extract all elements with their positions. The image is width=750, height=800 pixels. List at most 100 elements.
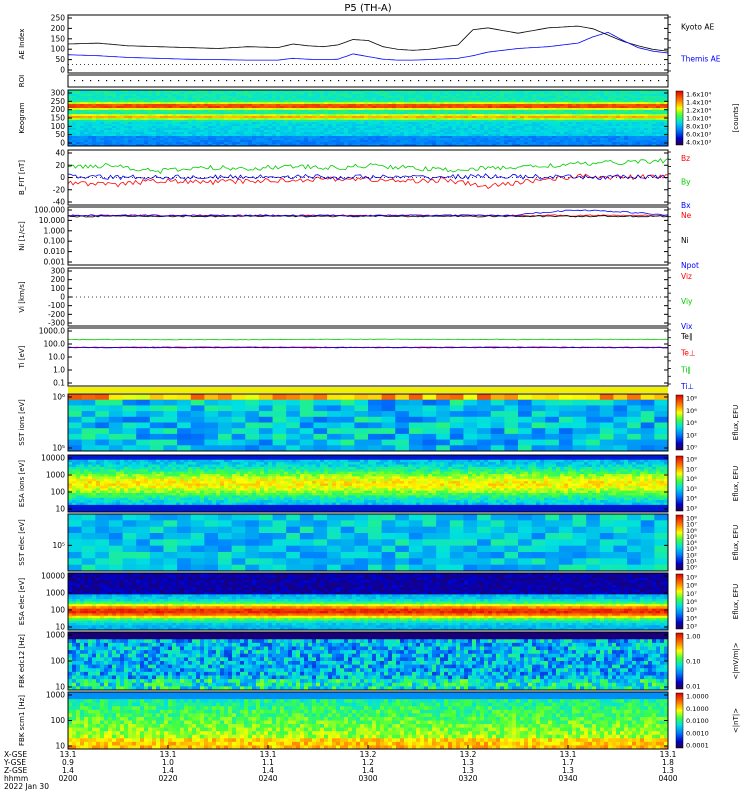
roi-marker [634,80,636,82]
roi-marker [122,80,124,82]
roi-ylabel: ROI [18,75,26,87]
x-tick-label-6-3: 0400 [658,774,677,783]
esa_elec-colorbar-tick: 10⁷ [686,590,697,598]
esa_ion-panel-frame [67,454,669,513]
x-tick-label-4-3: 0320 [458,774,477,783]
roi-marker [250,80,252,82]
roi-marker [306,80,308,82]
sst_ion-spectrogram [68,394,669,452]
roi-marker [434,80,436,82]
density-series-2-line [67,209,669,217]
keogram-colorbar-tick: 8.0x10³ [686,123,711,131]
esa_ion-ytick-label: 1000 [46,471,65,480]
roi-marker [490,80,492,82]
keogram-colorbar-tick: 1.4x10⁴ [686,99,711,107]
roi-marker [506,80,508,82]
x-tick-label-4-1: 1.3 [462,758,474,767]
x-row-label-1: Y-GSE [3,758,26,767]
temperature-legend-1: Te⊥ [680,349,695,358]
fbk_e-colorbar-label: <|mV/m|> [732,642,740,679]
sst-ion-top-band [68,387,668,393]
x-tick-label-3-1: 1.2 [362,758,374,767]
x-row-label-2: Z-GSE [4,766,28,775]
esa_ion-ytick-label: 100 [51,488,66,497]
x-row-label-0: X-GSE [4,750,27,759]
x-tick-label-0-1: 0.9 [62,758,74,767]
temperature-ytick-label: 100.0 [44,340,66,349]
sst_elec-colorbar-label: Eflux, EFU [732,525,740,560]
x-tick-label-6-2: 1.3 [662,766,674,775]
x-tick-label-5-2: 1.3 [562,766,574,775]
roi-marker [474,80,476,82]
roi-marker [386,80,388,82]
sst_ion-ylabel: SST ions [eV] [18,399,26,446]
velocity-ytick-label: -100 [48,301,65,310]
bfield-ylabel: B_FIT [nT] [18,160,26,195]
ae-legend-0: Kyoto AE [681,23,714,32]
temperature-ytick-label: 10.0 [48,353,65,362]
velocity-ylabel: Vi [km/s] [18,281,26,312]
x-tick-label-2-0: 13.1 [260,750,277,759]
sst_elec-colorbar-tick: 10⁷ [686,521,697,529]
esa_ion-colorbar-tick: 10³ [686,505,697,513]
x-tick-label-1-2: 1.4 [162,766,174,775]
fbk_e-colorbar-tick: 0.10 [686,658,700,666]
keogram-colorbar-tick: 1.6x10⁴ [686,91,711,99]
keogram-colorbar [675,90,684,146]
sst_elec-ytick-label: 10⁵ [52,541,65,550]
keogram-colorbar-tick: 1.2x10⁴ [686,107,711,115]
sst_ion-colorbar [675,394,684,451]
roi-marker [202,80,204,82]
bfield-ytick-label: 20 [55,161,65,170]
esa_ion-spectrogram [68,455,669,513]
bfield-ytick-label: 0 [60,173,65,182]
roi-marker [106,80,108,82]
roi-marker [170,80,172,82]
density-legend-1: Ni [681,236,689,245]
esa_elec-colorbar-tick: 10⁹ [686,574,697,582]
velocity-ytick-label: 0 [60,293,65,302]
roi-marker [602,80,604,82]
roi-marker [322,80,324,82]
ae-ytick-label: 0 [60,66,65,75]
fbk_e-colorbar-tick: 0.01 [686,683,700,691]
ae-ytick-label: 100 [51,45,66,54]
roi-marker [282,80,284,82]
esa_ion-ylabel: ESA ions [eV] [18,460,26,507]
x-date-label: 2022 Jan 30 [4,782,49,791]
roi-marker [394,80,396,82]
keogram-colorbar-tick: 6.0x10³ [686,131,711,139]
density-legend-0: Ne [681,211,692,220]
bfield-legend-2: Bx [681,201,691,210]
temperature-series-3-line [67,346,669,349]
temperature-ytick-label: 0.1 [53,379,65,388]
roi-marker [658,80,660,82]
roi-marker [458,80,460,82]
x-tick-label-0-2: 1.4 [62,766,74,775]
esa_elec-panel-frame [67,572,669,631]
fbk_e-colorbar-tick: 1.00 [686,633,700,641]
roi-marker [522,80,524,82]
roi-marker [650,80,652,82]
density-ytick-label: 100.000 [34,206,65,215]
roi-panel-bg [68,75,668,87]
roi-marker [274,80,276,82]
keogram-ytick-label: 50 [55,130,65,139]
esa_elec-colorbar-tick: 10⁶ [686,598,697,606]
x-tick-label-6-1: 1.8 [662,758,674,767]
esa_elec-colorbar-tick: 10⁴ [686,614,697,622]
velocity-legend-0: Viz [681,272,692,281]
fbk_e-ylabel: FBK edc12 [Hz] [18,634,26,688]
sst_ion-colorbar-tick: 10² [686,431,697,439]
x-tick-label-1-0: 13.1 [160,750,177,759]
x-row-label-3: hhmm [4,774,28,783]
fbk_e-colorbar [675,632,684,690]
esa_elec-ytick-label: 1000 [46,589,65,598]
roi-marker [546,80,548,82]
fbk_b-ylabel: FBK scm1 [Hz] [18,695,26,746]
fbk_b-spectrogram [68,692,669,750]
roi-marker [82,80,84,82]
roi-marker [514,80,516,82]
sst_ion-colorbar-tick: 10⁶ [686,407,697,415]
